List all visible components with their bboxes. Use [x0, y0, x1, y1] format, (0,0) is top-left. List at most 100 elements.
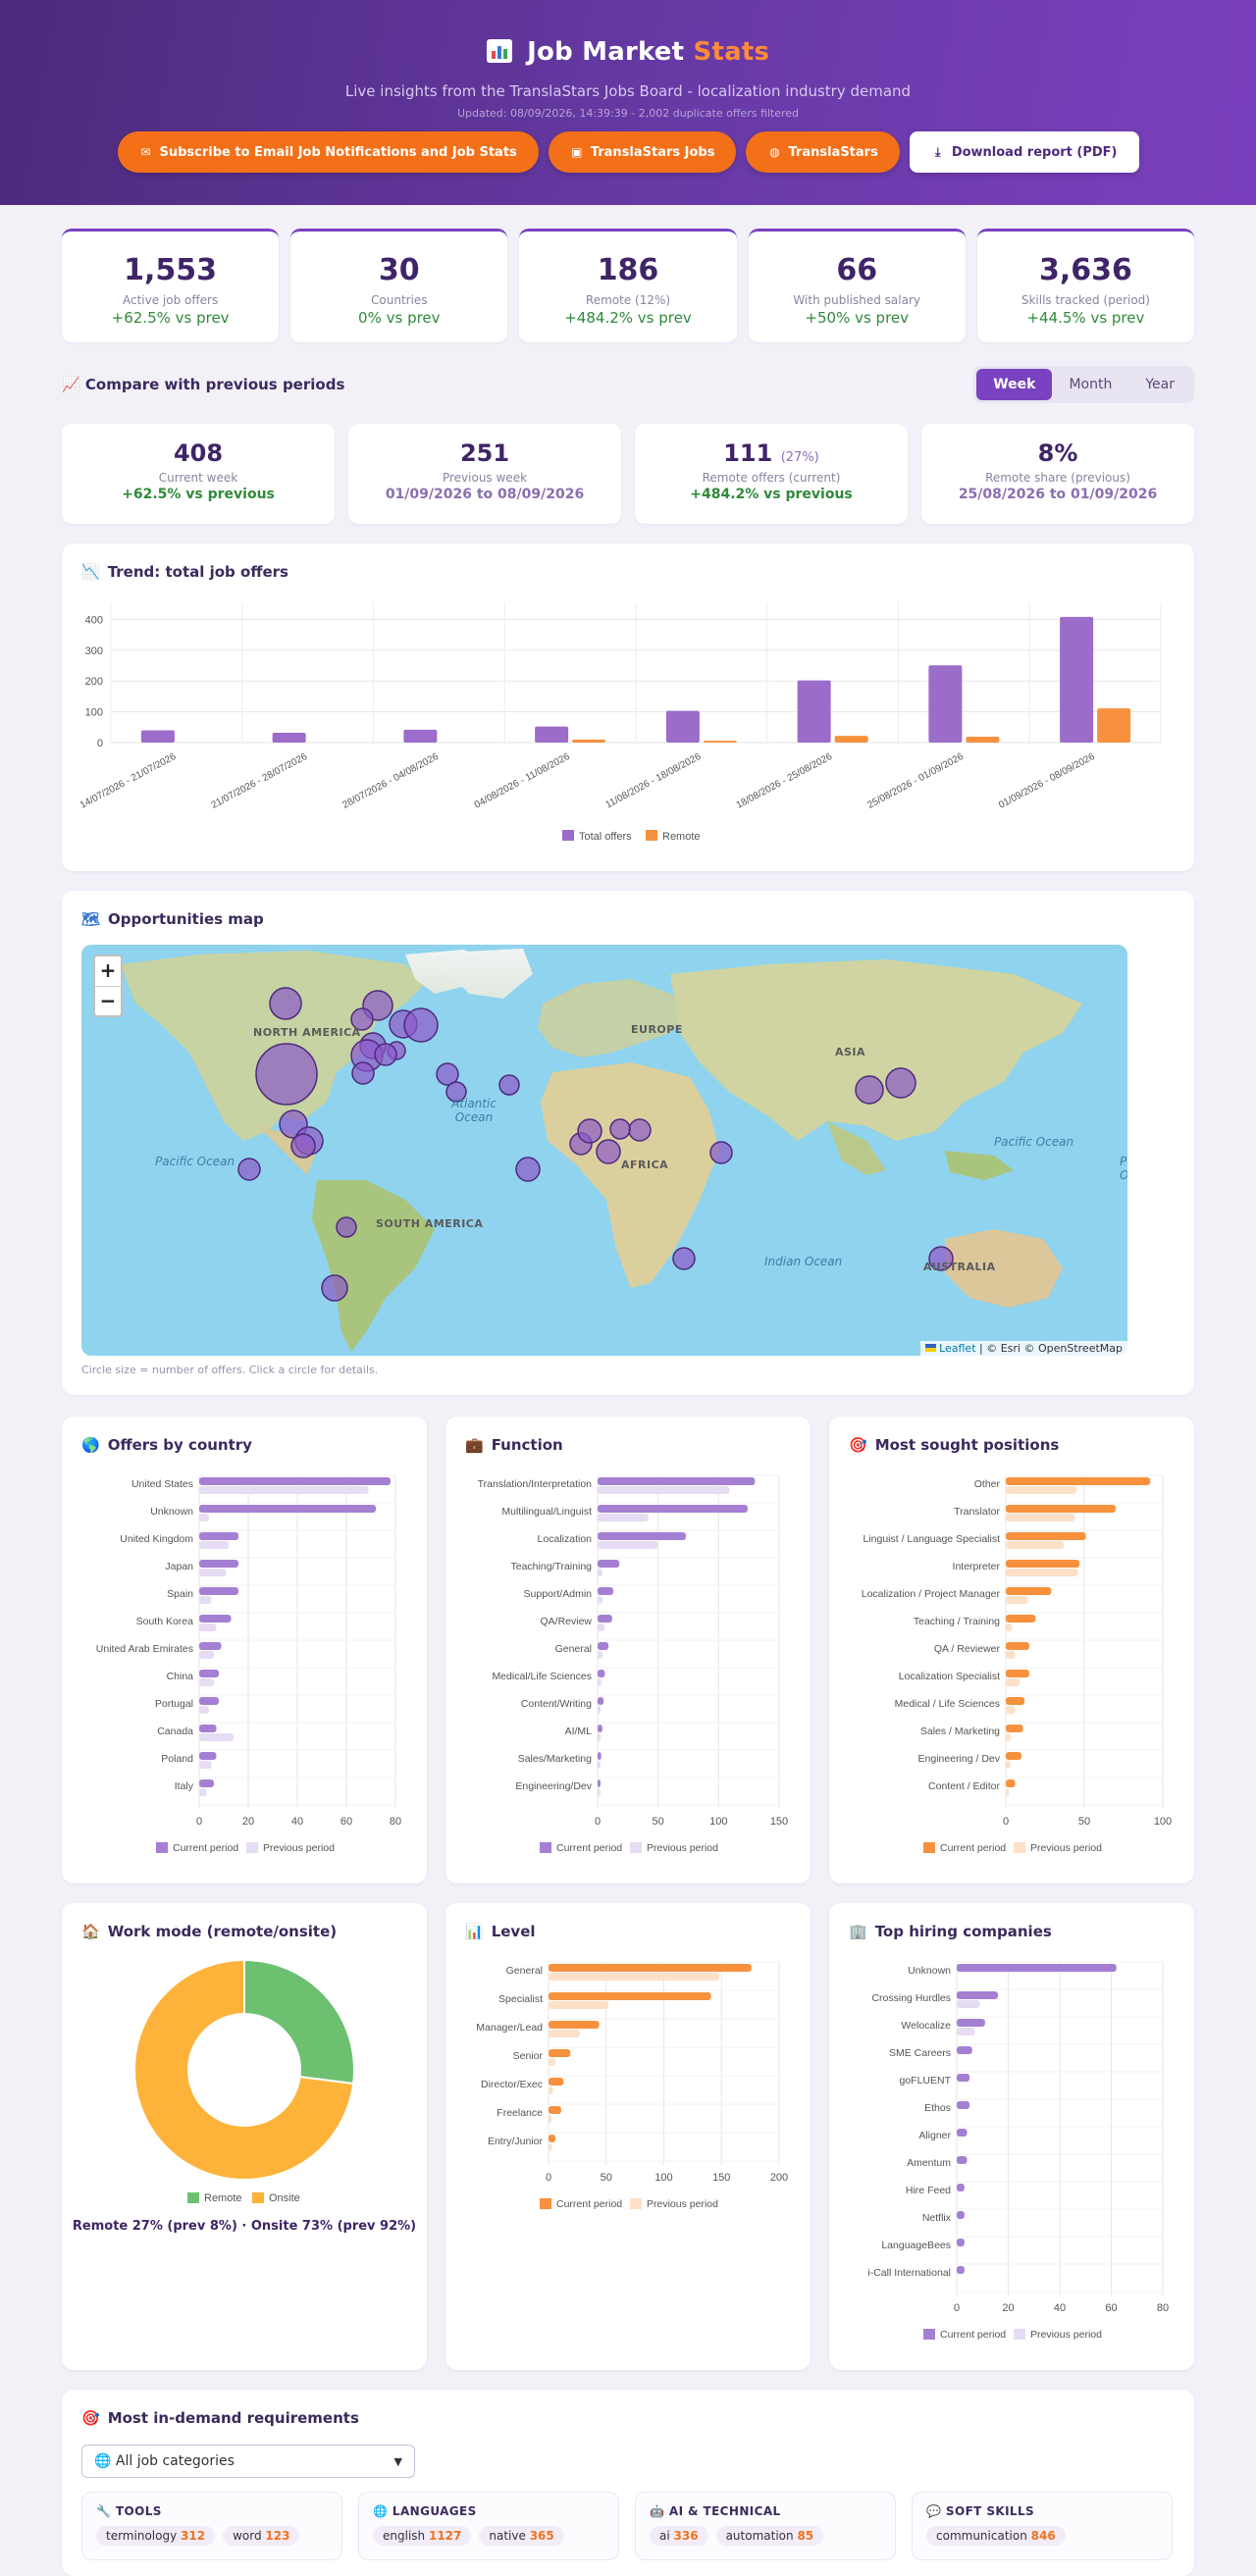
bar-current — [199, 1670, 219, 1677]
bar-current — [957, 2101, 970, 2109]
x-tick-label: 100 — [654, 2172, 672, 2184]
category-label: Content / Editor — [928, 1780, 1000, 1792]
level-chart: 0 50 100 150 200 General Specialist Manager/Lea… — [476, 1961, 788, 2210]
kpi-value: 186 — [597, 253, 659, 287]
category-label: Teaching / Training — [914, 1616, 1000, 1627]
kpi-value: 66 — [836, 253, 878, 287]
bar-previous — [549, 2058, 556, 2066]
category-label: Netflix — [922, 2212, 952, 2224]
kpi-card-remote: 186 Remote (12%) +484.2% vs prev — [519, 229, 737, 342]
category-label: United Arab Emirates — [96, 1643, 193, 1655]
category-label: Crossing Hurdles — [871, 1992, 951, 2004]
x-tick-label: 0 — [1003, 1816, 1009, 1828]
requirement-tag[interactable]: terminology 312 — [96, 2526, 216, 2546]
bar-current — [199, 1615, 232, 1623]
bar-current — [957, 1964, 1117, 1972]
bar-previous — [549, 2115, 551, 2123]
legend-swatch — [156, 1842, 168, 1853]
category-label: QA / Reviewer — [934, 1643, 1001, 1655]
bar-previous — [598, 1486, 730, 1494]
category-label: Localization Specialist — [899, 1671, 1000, 1682]
category-label: China — [167, 1671, 194, 1682]
bar-previous — [199, 1706, 209, 1714]
requirement-group-ai: 🤖 AI & TECHNICAL ai 336 automation 85 — [635, 2492, 896, 2560]
bar-current — [549, 1964, 752, 1972]
leaflet-link[interactable]: Leaflet — [939, 1342, 976, 1355]
bar-current — [549, 2135, 556, 2142]
period-month-button[interactable]: Month — [1069, 377, 1113, 392]
category-label: Localization / Project Manager — [862, 1588, 1001, 1600]
subscribe-button[interactable]: ✉ Subscribe to Email Job Notifications an… — [117, 131, 539, 173]
bar-previous — [598, 1569, 602, 1576]
country-chart: 0 20 40 60 80 United States Unknown United King… — [96, 1474, 401, 1854]
category-label: Other — [974, 1478, 1001, 1490]
translastars-jobs-button[interactable]: ▣ TranslaStars Jobs — [548, 131, 737, 173]
bar-remote — [572, 739, 606, 743]
map-card: 🗺 Opportunities map NORTH AME — [62, 891, 1194, 1395]
workmode-summary: Remote 27% (prev 8%) · Onsite 73% (prev … — [72, 2219, 417, 2234]
positions-title: 🎯 Most sought positions — [849, 1436, 1060, 1454]
download-report-button[interactable]: ⤓ Download report (PDF) — [909, 131, 1139, 173]
zoom-in-button[interactable]: + — [99, 958, 117, 982]
legend-swatch — [923, 1842, 935, 1853]
bar-current — [598, 1532, 687, 1540]
requirement-tag[interactable]: english 1127 — [373, 2526, 472, 2546]
map-bubble — [321, 1274, 348, 1302]
zoom-out-button[interactable]: − — [95, 986, 121, 1015]
subtitle: Live insights from the TranslaStars Jobs… — [344, 82, 912, 100]
map-bubbles — [237, 987, 954, 1302]
kpi-delta: +44.5% vs prev — [1026, 309, 1145, 327]
bar-previous — [598, 1514, 649, 1521]
requirement-tag[interactable]: communication 846 — [926, 2526, 1066, 2546]
category-label: QA/Review — [540, 1616, 592, 1627]
requirement-tag[interactable]: ai 336 — [650, 2526, 708, 2546]
bar-current — [598, 1697, 604, 1705]
requirement-tag[interactable]: word 123 — [223, 2526, 300, 2546]
map-bubble — [445, 1081, 467, 1103]
opportunities-map[interactable]: NORTH AMERICA EUROPE ASIA AFRICA SOUTH A… — [81, 945, 1127, 1356]
compare-value: 111 (27%) — [723, 439, 819, 467]
map-bubble — [885, 1067, 916, 1099]
bar-current — [199, 1697, 219, 1705]
bar-previous — [1006, 1596, 1028, 1604]
bar-current — [957, 2074, 970, 2082]
bar-current — [598, 1505, 748, 1513]
ocean-label-pacific-west: Pacific Ocean — [155, 1155, 236, 1168]
requirements-title: 🎯 Most in-demand requirements — [81, 2409, 359, 2427]
legend-swatch — [540, 1842, 551, 1853]
ocean-label-indian: Indian Ocean — [764, 1255, 843, 1268]
y-tick-label: 300 — [85, 645, 103, 657]
requirement-tag[interactable]: automation 85 — [715, 2526, 824, 2546]
category-label: i-Call International — [867, 2267, 951, 2279]
x-tick-label: 80 — [1157, 2302, 1169, 2314]
bar-previous — [1006, 1541, 1065, 1549]
x-tick-label: 100 — [1154, 1816, 1172, 1828]
category-label: Manager/Lead — [476, 2022, 543, 2034]
bar-previous — [1006, 1706, 1016, 1714]
x-tick-label: 01/09/2026 - 08/09/2026 — [997, 751, 1097, 811]
level-card: 📊 Level 0 50 100 150 200 General Specialist Mana… — [445, 1903, 811, 2370]
bar-previous — [1006, 1623, 1013, 1631]
bar-previous — [957, 2028, 975, 2035]
job-category-select[interactable]: 🌐 All job categories ▼ — [81, 2445, 415, 2478]
bar-previous — [1006, 1651, 1016, 1659]
category-label: goFLUENT — [899, 2075, 951, 2087]
y-tick-label: 400 — [85, 614, 103, 626]
legend-swatch — [562, 830, 574, 841]
requirement-tag[interactable]: native 365 — [479, 2526, 564, 2546]
translastars-button[interactable]: ◍ TranslaStars — [746, 131, 900, 173]
chevron-down-icon: ▼ — [393, 2454, 402, 2468]
function-chart: 0 50 100 150 Translation/Interpretation Multi… — [478, 1474, 788, 1854]
kpi-label: Remote (12%) — [585, 293, 671, 307]
period-year-button[interactable]: Year — [1145, 377, 1175, 392]
trend-up-icon: 📈 — [62, 376, 80, 393]
companies-chart: 0 20 40 60 80 Unknown Crossing Hurdles Welocali… — [867, 1961, 1169, 2341]
legend-label: Current period — [940, 2329, 1006, 2341]
category-label: Teaching/Training — [511, 1561, 593, 1572]
target-icon: 🎯 — [81, 2409, 100, 2427]
category-label: Welocalize — [901, 2020, 951, 2032]
kpi-value: 30 — [378, 253, 420, 287]
period-week-button[interactable]: Week — [976, 369, 1053, 400]
bar-remote — [703, 741, 737, 743]
chart-down-icon: 📉 — [81, 563, 100, 581]
